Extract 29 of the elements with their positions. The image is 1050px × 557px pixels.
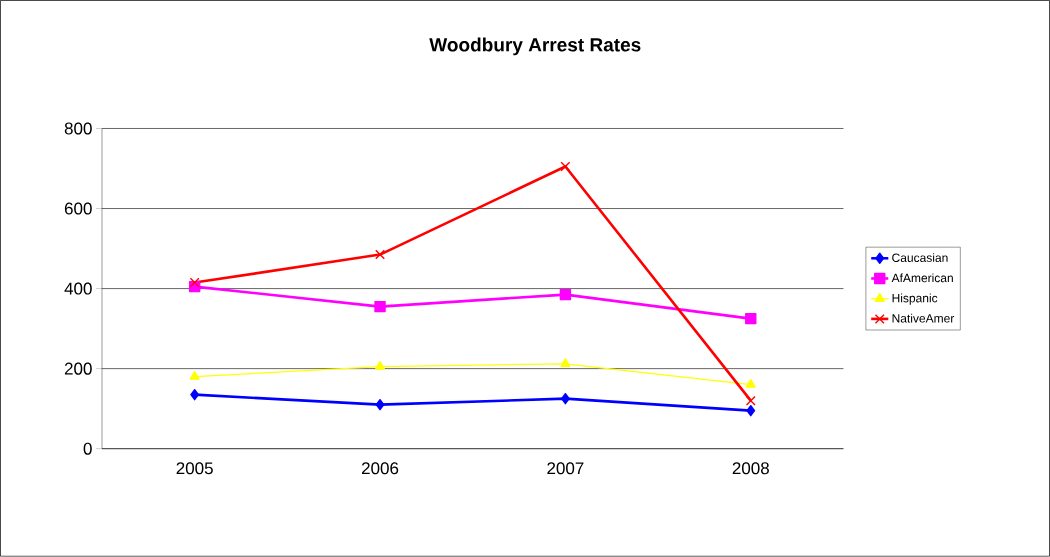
x-tick-label: 2005 xyxy=(176,462,213,475)
x-tick-label: 2008 xyxy=(732,462,769,475)
point xyxy=(560,393,570,405)
point xyxy=(375,399,385,411)
point xyxy=(560,358,571,368)
point xyxy=(560,161,571,172)
point xyxy=(745,379,756,389)
point xyxy=(189,277,200,288)
point xyxy=(746,405,756,417)
point xyxy=(190,389,200,401)
y-tick-label: 600 xyxy=(64,202,92,215)
point xyxy=(189,371,200,381)
point xyxy=(745,395,756,406)
legend-label: Caucasian xyxy=(892,253,948,263)
y-tick-label: 800 xyxy=(64,122,92,135)
point xyxy=(745,313,757,325)
legend-label: NativeAmer xyxy=(892,313,955,323)
y-tick-label: 400 xyxy=(64,282,92,295)
x-tick-label: 2006 xyxy=(361,462,399,475)
chart-title: Woodbury Arrest Rates xyxy=(429,37,641,56)
point xyxy=(374,301,386,313)
point xyxy=(375,249,385,260)
point xyxy=(375,361,386,371)
legend-label: AfAmerican xyxy=(891,273,953,283)
legend-label: Hispanic xyxy=(892,293,938,305)
y-tick-label: 0 xyxy=(83,442,92,455)
point xyxy=(559,289,572,301)
x-tick-label: 2007 xyxy=(547,462,584,475)
y-tick-label: 200 xyxy=(64,362,92,375)
